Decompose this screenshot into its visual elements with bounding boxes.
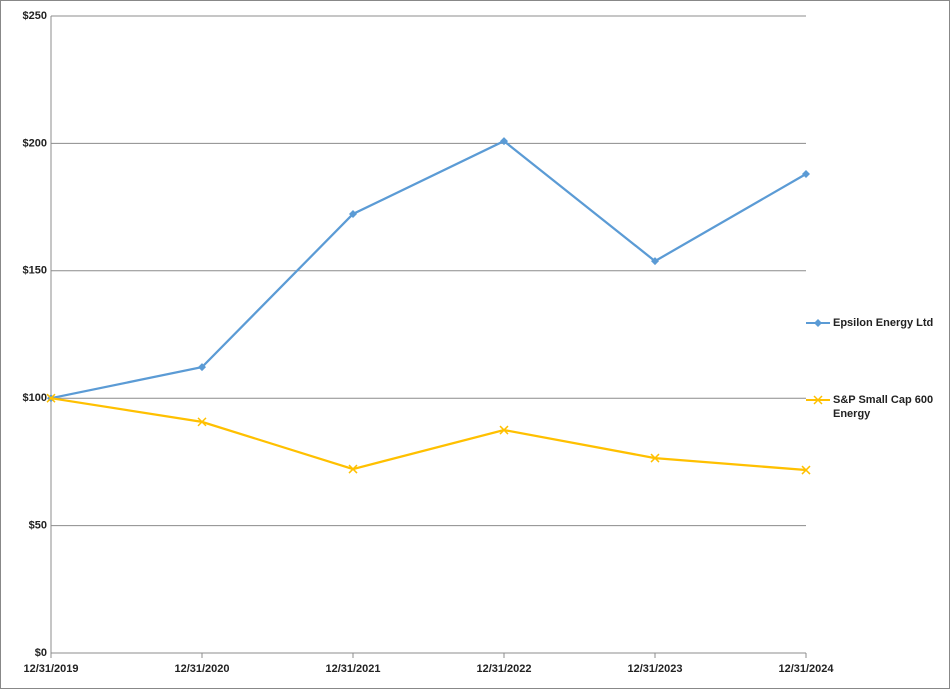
marker — [814, 319, 822, 327]
marker — [813, 395, 823, 405]
legend-entry: S&P Small Cap 600 Energy — [806, 393, 946, 421]
legend-entry: Epsilon Energy Ltd — [806, 316, 946, 330]
y-tick-label: $50 — [29, 520, 47, 532]
marker — [198, 363, 206, 372]
marker — [499, 425, 509, 435]
marker — [197, 417, 207, 427]
y-tick-label: $150 — [23, 265, 47, 277]
legend-label: S&P Small Cap 600 Energy — [833, 394, 934, 420]
y-tick-label: $200 — [23, 137, 47, 149]
marker — [348, 464, 358, 474]
y-tick-label: $0 — [35, 647, 47, 659]
marker — [801, 465, 811, 475]
y-tick-label: $100 — [23, 392, 47, 404]
marker — [802, 169, 810, 178]
x-tick-label: 12/31/2020 — [174, 663, 229, 675]
marker — [500, 137, 508, 146]
legend-label: Epsilon Energy Ltd — [833, 317, 934, 329]
x-tick-label: 12/31/2021 — [325, 663, 380, 675]
series-line — [50, 139, 807, 400]
marker — [651, 257, 659, 266]
x-tick-label: 12/31/2022 — [476, 663, 531, 675]
x-tick-label: 12/31/2019 — [23, 663, 78, 675]
legend-swatch — [806, 319, 830, 327]
y-tick-label: $250 — [23, 10, 47, 22]
x-tick-label: 12/31/2024 — [778, 663, 834, 675]
legend-swatch — [806, 395, 830, 405]
x-tick-label: 12/31/2023 — [627, 663, 682, 675]
marker — [46, 393, 56, 403]
marker — [349, 209, 357, 218]
series-line — [50, 397, 807, 472]
marker — [650, 453, 660, 463]
